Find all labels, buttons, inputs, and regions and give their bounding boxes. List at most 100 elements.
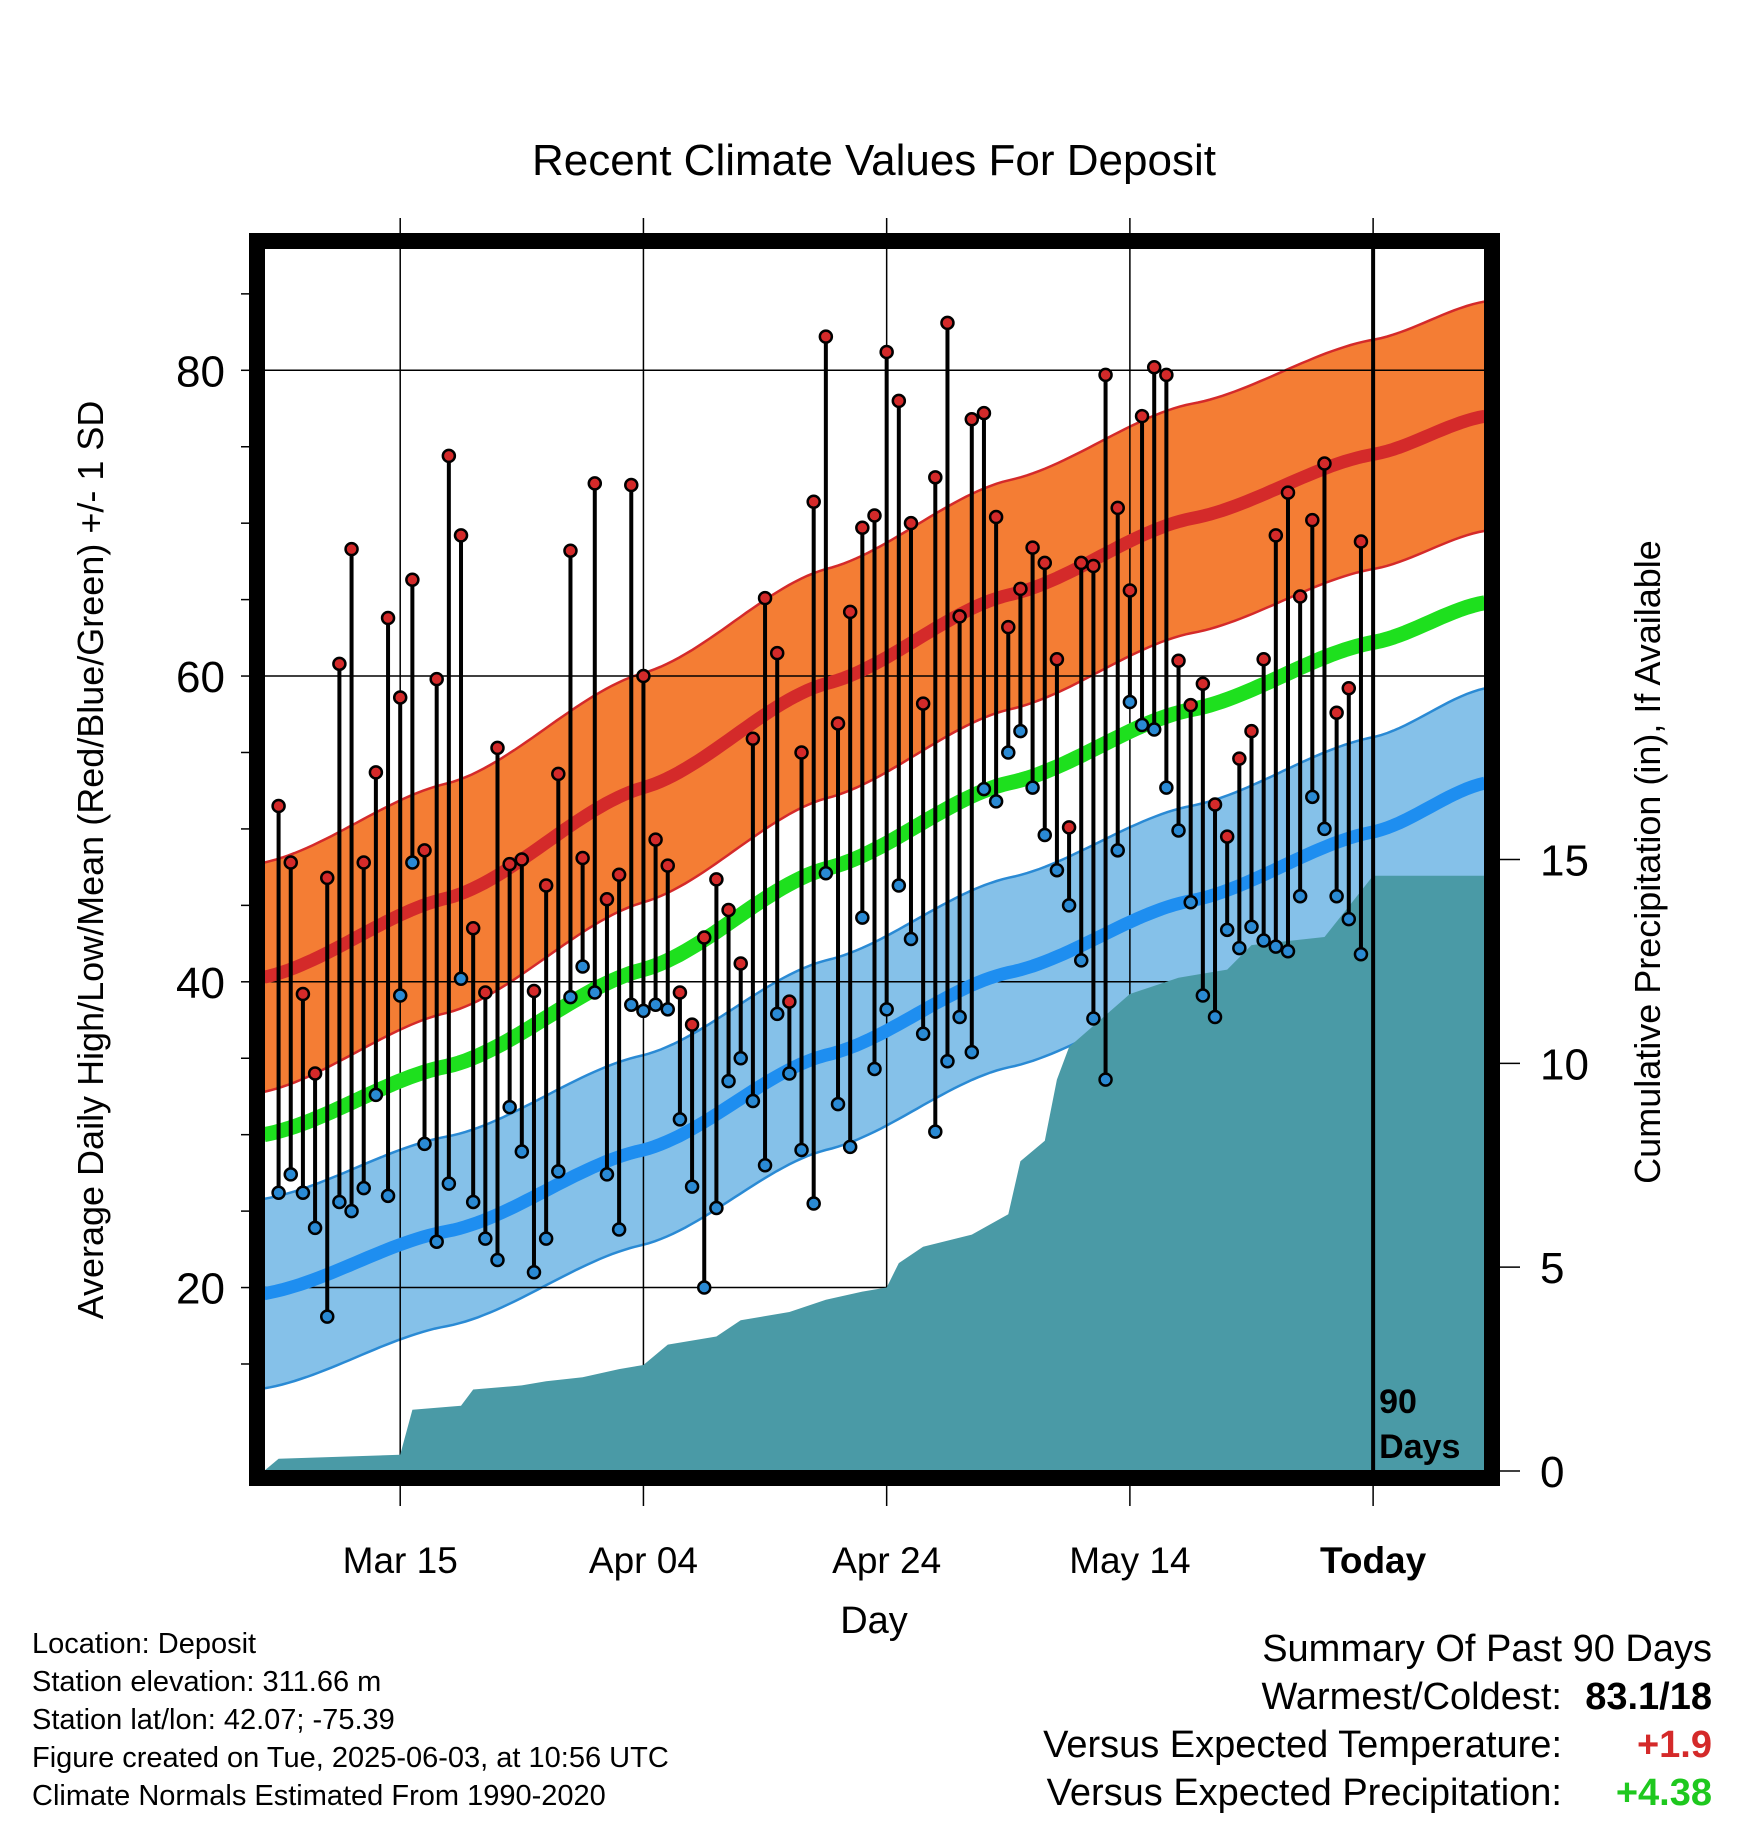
low-point bbox=[721, 1073, 736, 1089]
high-point bbox=[441, 448, 457, 464]
low-point bbox=[465, 1194, 481, 1210]
low-point bbox=[976, 781, 992, 797]
high-point bbox=[1049, 651, 1065, 667]
low-point bbox=[648, 997, 663, 1012]
high-point bbox=[745, 731, 761, 746]
low-point bbox=[319, 1309, 335, 1324]
low-point bbox=[1122, 694, 1138, 710]
low-point bbox=[538, 1231, 554, 1246]
temp-anomaly-label: Versus Expected Temperature: bbox=[1043, 1724, 1562, 1766]
high-point bbox=[1280, 485, 1296, 500]
latlon-text: Station lat/lon: 42.07; -75.39 bbox=[32, 1704, 395, 1736]
location-text: Location: Deposit bbox=[32, 1628, 257, 1660]
high-point bbox=[903, 515, 919, 531]
high-point bbox=[368, 765, 384, 780]
precip-anomaly-value: +4.38 bbox=[1615, 1772, 1712, 1814]
y-tick-label: 40 bbox=[176, 959, 225, 1008]
high-point bbox=[478, 985, 493, 1000]
high-point bbox=[392, 690, 408, 705]
high-point bbox=[684, 1017, 700, 1032]
high-point bbox=[794, 745, 809, 760]
high-point bbox=[1353, 534, 1369, 549]
high-point bbox=[1341, 681, 1357, 696]
high-point bbox=[842, 604, 858, 620]
low-point bbox=[563, 989, 578, 1005]
high-point bbox=[672, 985, 688, 1000]
chart-title: Recent Climate Values For Deposit bbox=[532, 136, 1216, 185]
high-point bbox=[636, 668, 651, 684]
high-point bbox=[1329, 705, 1344, 720]
low-point bbox=[514, 1144, 530, 1159]
high-point bbox=[1013, 581, 1028, 597]
low-point bbox=[891, 878, 907, 893]
high-point bbox=[1183, 697, 1198, 713]
low-point bbox=[1292, 888, 1308, 904]
x-tick-label: Mar 15 bbox=[343, 1540, 458, 1581]
high-point bbox=[1195, 676, 1211, 691]
low-point bbox=[380, 1188, 396, 1204]
plot-area: 90 Days bbox=[264, 248, 1485, 1471]
summary-heading: Summary Of Past 90 Days bbox=[1262, 1628, 1712, 1670]
low-point bbox=[1183, 895, 1198, 910]
y2-tick-label: 0 bbox=[1540, 1448, 1564, 1497]
high-point bbox=[332, 656, 347, 672]
high-point bbox=[514, 852, 530, 867]
precip-anomaly-label: Versus Expected Precipitation: bbox=[1046, 1772, 1562, 1814]
low-point bbox=[453, 971, 469, 986]
low-point bbox=[283, 1167, 299, 1182]
plot-frame bbox=[249, 233, 1500, 1486]
low-point bbox=[392, 988, 408, 1003]
today-days-label: 90 bbox=[1379, 1383, 1417, 1421]
high-point bbox=[1159, 367, 1174, 383]
low-point bbox=[1110, 843, 1125, 858]
high-point bbox=[1219, 829, 1235, 844]
high-point bbox=[1025, 540, 1040, 555]
low-point bbox=[1159, 780, 1174, 795]
high-point bbox=[599, 891, 615, 907]
high-point bbox=[891, 393, 907, 409]
high-point bbox=[757, 590, 773, 606]
x-tick-label: Apr 04 bbox=[589, 1540, 698, 1581]
low-point bbox=[1244, 919, 1259, 935]
high-point bbox=[964, 411, 980, 427]
high-point bbox=[587, 476, 603, 491]
low-point bbox=[624, 997, 639, 1012]
low-point bbox=[1013, 723, 1028, 739]
high-point bbox=[1037, 555, 1053, 571]
low-point bbox=[952, 1009, 967, 1025]
low-point bbox=[1256, 933, 1271, 948]
low-point bbox=[1061, 898, 1077, 913]
low-point bbox=[988, 794, 1004, 809]
high-point bbox=[782, 994, 797, 1009]
high-point bbox=[1122, 583, 1138, 598]
low-point bbox=[818, 866, 834, 881]
high-point bbox=[1232, 751, 1247, 766]
high-point bbox=[429, 671, 444, 687]
low-point bbox=[1317, 821, 1332, 837]
low-point bbox=[842, 1139, 858, 1155]
high-point bbox=[283, 855, 299, 870]
low-point bbox=[696, 1280, 712, 1295]
low-point bbox=[417, 1136, 432, 1152]
high-point bbox=[295, 986, 311, 1002]
low-point bbox=[1305, 789, 1320, 805]
low-point bbox=[782, 1066, 797, 1081]
low-point bbox=[903, 931, 919, 947]
high-point bbox=[575, 850, 590, 866]
summary-panel: Summary Of Past 90 Days Warmest/Coldest:… bbox=[1043, 1625, 1712, 1817]
y-tick-label: 60 bbox=[176, 653, 225, 702]
low-point bbox=[1049, 862, 1065, 878]
high-point bbox=[453, 528, 469, 543]
high-point bbox=[1256, 651, 1271, 667]
high-point bbox=[624, 477, 639, 493]
low-point bbox=[915, 1026, 931, 1042]
high-point bbox=[867, 508, 882, 523]
low-point bbox=[1219, 922, 1235, 938]
low-point bbox=[587, 985, 603, 1000]
y-tick-label: 80 bbox=[176, 347, 225, 396]
low-point bbox=[575, 959, 590, 974]
high-point bbox=[928, 470, 943, 485]
station-info: Location: Deposit Station elevation: 311… bbox=[32, 1625, 669, 1815]
high-point bbox=[1073, 555, 1089, 571]
axes: 20 40 60 80 0 5 10 15 Mar 15 Apr 04 Apr 24 May 14 To… bbox=[176, 218, 1589, 1581]
